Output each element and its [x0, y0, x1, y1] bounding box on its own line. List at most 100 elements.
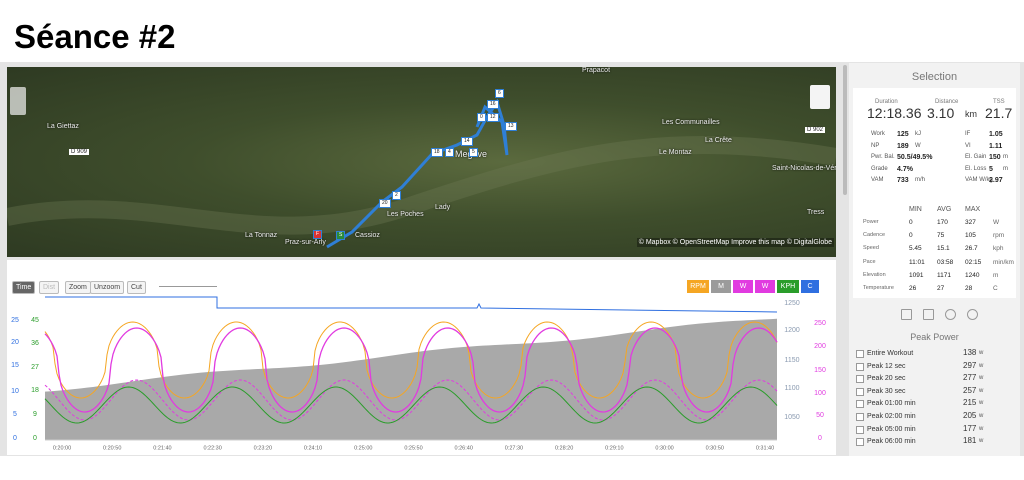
peak-value: 277 [963, 373, 977, 383]
metric-text: 50.5/49.5% [897, 154, 933, 161]
x-tick-label: 0:27:30 [505, 445, 523, 451]
metric-text: m [1003, 165, 1008, 172]
stats-cell: Power [863, 219, 879, 225]
icon-row [901, 309, 981, 321]
metric-text: 125 [897, 131, 909, 138]
peak-checkbox[interactable] [856, 438, 864, 447]
summary-value: 12:18.36 [867, 105, 922, 121]
route-marker: 13 [505, 122, 517, 131]
layers-button[interactable] [810, 85, 830, 109]
axis-tick-label: 10 [11, 388, 19, 395]
metric-text: 189 [897, 142, 909, 150]
metric-text: 1.11 [989, 142, 1003, 150]
peak-unit: w [979, 400, 984, 407]
stats-cell: 1240 [965, 271, 980, 279]
peak-unit: w [979, 438, 984, 445]
icon[interactable] [901, 309, 912, 320]
channel-toggle[interactable]: C [801, 280, 819, 293]
axis-tick-label: 36 [31, 340, 39, 347]
stats-cell: Speed [863, 245, 879, 252]
peak-unit: w [979, 413, 984, 419]
stats-cell: min/km [993, 258, 1014, 266]
peak-checkbox[interactable] [856, 362, 864, 371]
stats-box: MIN AVG MAX Power 0 170 327 W Cadence 0 75 105 rpm Sp… [853, 198, 1016, 298]
slider[interactable] [159, 286, 217, 287]
x-tick-label: 0:24:10 [304, 445, 322, 451]
peak-checkbox[interactable] [856, 425, 864, 434]
route-marker: 16 [487, 100, 499, 109]
metric-text: Grade [871, 165, 888, 172]
metric-text: m [1003, 154, 1008, 160]
toolbar-button[interactable]: Zoom [65, 281, 91, 294]
metric-text: kJ [915, 131, 921, 137]
peak-checkbox[interactable] [856, 350, 864, 358]
channel-toggle[interactable]: W [733, 280, 753, 293]
peak-value: 215 [963, 398, 977, 408]
icon[interactable] [923, 309, 934, 320]
scrollbar[interactable] [843, 65, 847, 195]
stats-cell: Pace [863, 258, 876, 265]
channel-toggle[interactable]: RPM [687, 280, 709, 293]
channel-toggle[interactable]: M [711, 280, 731, 293]
route-marker: 5 [469, 148, 478, 157]
stats-cell: 28 [965, 285, 973, 292]
route-marker: 0 [477, 113, 486, 122]
toolbar-button[interactable]: Time [12, 281, 36, 294]
stats-cell: 26.7 [965, 245, 978, 253]
map-place: La Giettaz [47, 123, 79, 130]
icon[interactable] [945, 309, 956, 320]
peak-label: Peak 20 sec [867, 375, 906, 383]
peak-checkbox[interactable] [856, 375, 864, 384]
peak-label: Peak 12 sec [867, 362, 906, 370]
x-tick-label: 0:20:00 [53, 445, 71, 451]
axis-tick-label: 15 [11, 362, 19, 369]
sidebar-title: Selection [911, 71, 958, 83]
stats-cell: 02:15 [965, 258, 982, 266]
map-place: D 902 [805, 127, 826, 133]
peak-value: 297 [963, 360, 977, 370]
x-tick-label: 0:25:00 [354, 445, 372, 451]
peak-checkbox[interactable] [856, 400, 864, 409]
stats-cell: 5.45 [909, 245, 922, 253]
stats-header: AVG [937, 206, 952, 213]
peak-label: Peak 05:00 min [867, 425, 916, 433]
zoom-control[interactable] [10, 87, 26, 115]
stats-cell: 0 [909, 232, 913, 240]
map-place: Les Communailles [662, 119, 720, 126]
channel-toggle[interactable]: W [755, 280, 775, 293]
axis-tick-label: 0 [13, 435, 17, 442]
metric-text: 4.7% [897, 165, 913, 173]
axis-tick-label: 250 [814, 320, 826, 327]
stats-cell: 0 [909, 219, 913, 226]
toolbar-button[interactable]: Unzoom [90, 281, 125, 294]
valley [7, 136, 836, 235]
metric-text: El. Loss [965, 165, 987, 172]
metric-text: 733 [897, 177, 909, 184]
axis-tick-label: 1100 [784, 385, 799, 392]
toolbar-button[interactable]: Dist [39, 281, 60, 294]
stats-cell: 1091 [909, 271, 924, 279]
x-tick-label: 0:21:40 [153, 445, 171, 451]
peak-value: 257 [963, 385, 977, 395]
axis-tick-label: 18 [31, 387, 39, 394]
summary-value: 3.10 [927, 105, 955, 121]
channel-toggle[interactable]: KPH [777, 280, 799, 293]
axis-tick-label: 50 [816, 412, 824, 419]
axis-tick-label: 0 [33, 435, 37, 442]
summary-unit: km [965, 109, 977, 119]
stats-cell: 105 [965, 232, 976, 240]
axis-tick-label: 100 [814, 390, 826, 397]
icon[interactable] [967, 309, 978, 320]
peak-unit: w [979, 387, 984, 394]
peak-value: 138 [963, 348, 977, 357]
peak-unit: w [979, 362, 984, 369]
peak-label: Entire Workout [867, 350, 914, 357]
route-marker: 2 [392, 191, 401, 200]
toolbar-button[interactable]: Cut [127, 281, 146, 294]
summary-label: Duration [875, 99, 898, 105]
stats-cell: 1171 [937, 271, 951, 279]
peak-checkbox[interactable] [856, 413, 864, 421]
axis-tick-label: 27 [31, 364, 39, 371]
peak-checkbox[interactable] [856, 387, 864, 396]
